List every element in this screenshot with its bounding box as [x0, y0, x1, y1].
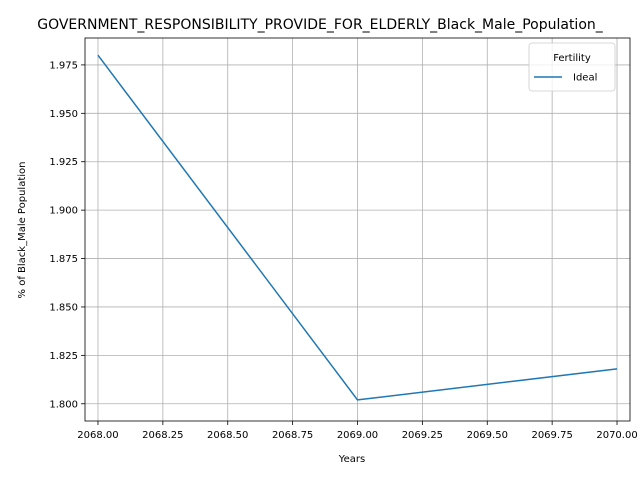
x-tick-label: 2069.75	[531, 430, 572, 441]
y-tick-label: 1.925	[49, 157, 78, 168]
chart-title: GOVERNMENT_RESPONSIBILITY_PROVIDE_FOR_EL…	[37, 17, 604, 33]
x-tick-label: 2069.25	[402, 430, 443, 441]
series-line-ideal	[97, 54, 618, 401]
x-tick-label: 2069.50	[467, 430, 508, 441]
y-tick-label: 1.875	[49, 254, 78, 265]
y-tick-label: 1.950	[49, 109, 78, 120]
y-tick-label: 1.825	[49, 351, 78, 362]
x-tick-label: 2068.75	[272, 430, 313, 441]
series-layer	[97, 54, 618, 401]
legend: Fertility Ideal	[528, 42, 616, 92]
x-axis-label: Years	[338, 454, 365, 465]
y-tick-label: 1.800	[49, 399, 78, 410]
ticks: 2068.00 2068.25 2068.50 2068.75 2069.00 2069.…	[49, 60, 637, 441]
y-tick-label: 1.900	[49, 206, 78, 217]
legend-label: Ideal	[573, 73, 597, 84]
legend-box	[528, 42, 616, 92]
x-tick-label: 2068.00	[77, 430, 118, 441]
x-tick-label: 2069.00	[337, 430, 378, 441]
y-tick-label: 1.975	[49, 60, 78, 71]
legend-title: Fertility	[553, 53, 591, 64]
grid	[85, 38, 630, 421]
x-tick-label: 2068.50	[207, 430, 248, 441]
x-tick-label: 2068.25	[142, 430, 183, 441]
y-tick-label: 1.850	[49, 302, 78, 313]
y-axis-label: % of Black_Male Population	[17, 162, 28, 299]
x-tick-label: 2070.00	[596, 430, 637, 441]
